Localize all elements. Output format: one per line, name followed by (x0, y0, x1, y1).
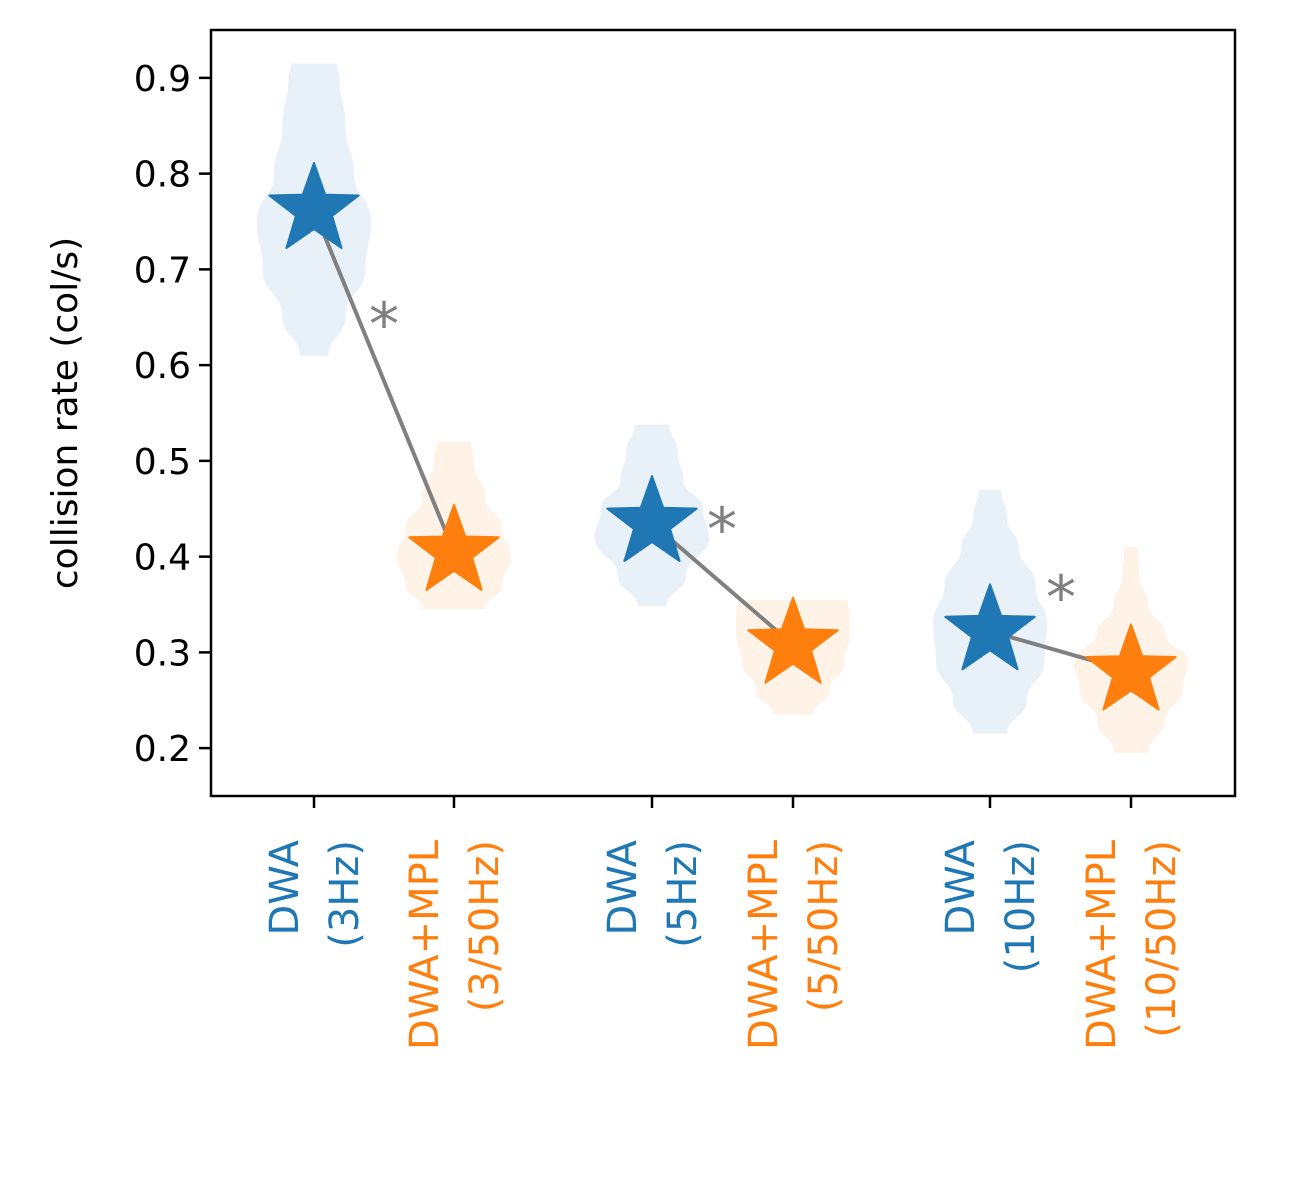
connector-line-2 (650, 521, 795, 647)
x-tick-label-line: (3Hz) (322, 840, 368, 948)
median-star-dwa-3 (944, 583, 1036, 671)
median-stars-layer (268, 162, 1177, 711)
median-star-dwa-mpl-2 (747, 596, 839, 684)
y-tick-label: 0.6 (134, 346, 191, 387)
significance-asterisk-1: * (369, 290, 399, 360)
x-tick-label-line: DWA+MPL (1079, 839, 1125, 1050)
median-star-dwa-1 (268, 162, 360, 249)
median-star-dwa-mpl-3 (1085, 623, 1177, 711)
plot-area-frame (209, 28, 1237, 798)
y-axis: 0.2 0.3 0.4 0.5 0.6 0.7 0.8 0.9 (134, 59, 211, 770)
x-tick-label-line: (3/50Hz) (462, 840, 508, 1012)
x-tick-label-line: (5/50Hz) (801, 840, 847, 1012)
significance-layer: * * * (369, 290, 1076, 633)
median-star-dwa-2 (606, 475, 698, 563)
significance-asterisk-3: * (1046, 563, 1076, 633)
x-tick-label-line: DWA (600, 839, 646, 935)
median-star-dwa-mpl-1 (408, 503, 500, 591)
x-axis: DWA (3Hz) DWA+MPL (3/50Hz) DWA (5Hz) DWA+MPL (5… (262, 796, 1185, 1050)
x-tick-label-line: DWA (262, 839, 308, 935)
y-tick-label: 0.4 (134, 538, 191, 579)
x-tick-label-line: (10Hz) (998, 840, 1044, 973)
y-tick-label: 0.9 (134, 59, 191, 100)
x-tick-label-line: DWA+MPL (402, 839, 448, 1050)
y-axis-title: collision rate (col/s) (45, 237, 86, 589)
significance-asterisk-2: * (707, 495, 737, 565)
y-tick-label: 0.3 (134, 633, 191, 674)
y-tick-label: 0.7 (134, 250, 191, 291)
x-tick-label-line: (5Hz) (660, 840, 706, 948)
connector-line-1 (312, 209, 456, 553)
y-tick-label: 0.2 (134, 729, 191, 770)
y-tick-label: 0.8 (134, 155, 191, 196)
x-tick-label-line: DWA+MPL (741, 839, 787, 1050)
x-tick-label-line: DWA (938, 839, 984, 935)
x-tick-label-line: (10/50Hz) (1139, 840, 1185, 1038)
y-tick-label: 0.5 (134, 442, 191, 483)
